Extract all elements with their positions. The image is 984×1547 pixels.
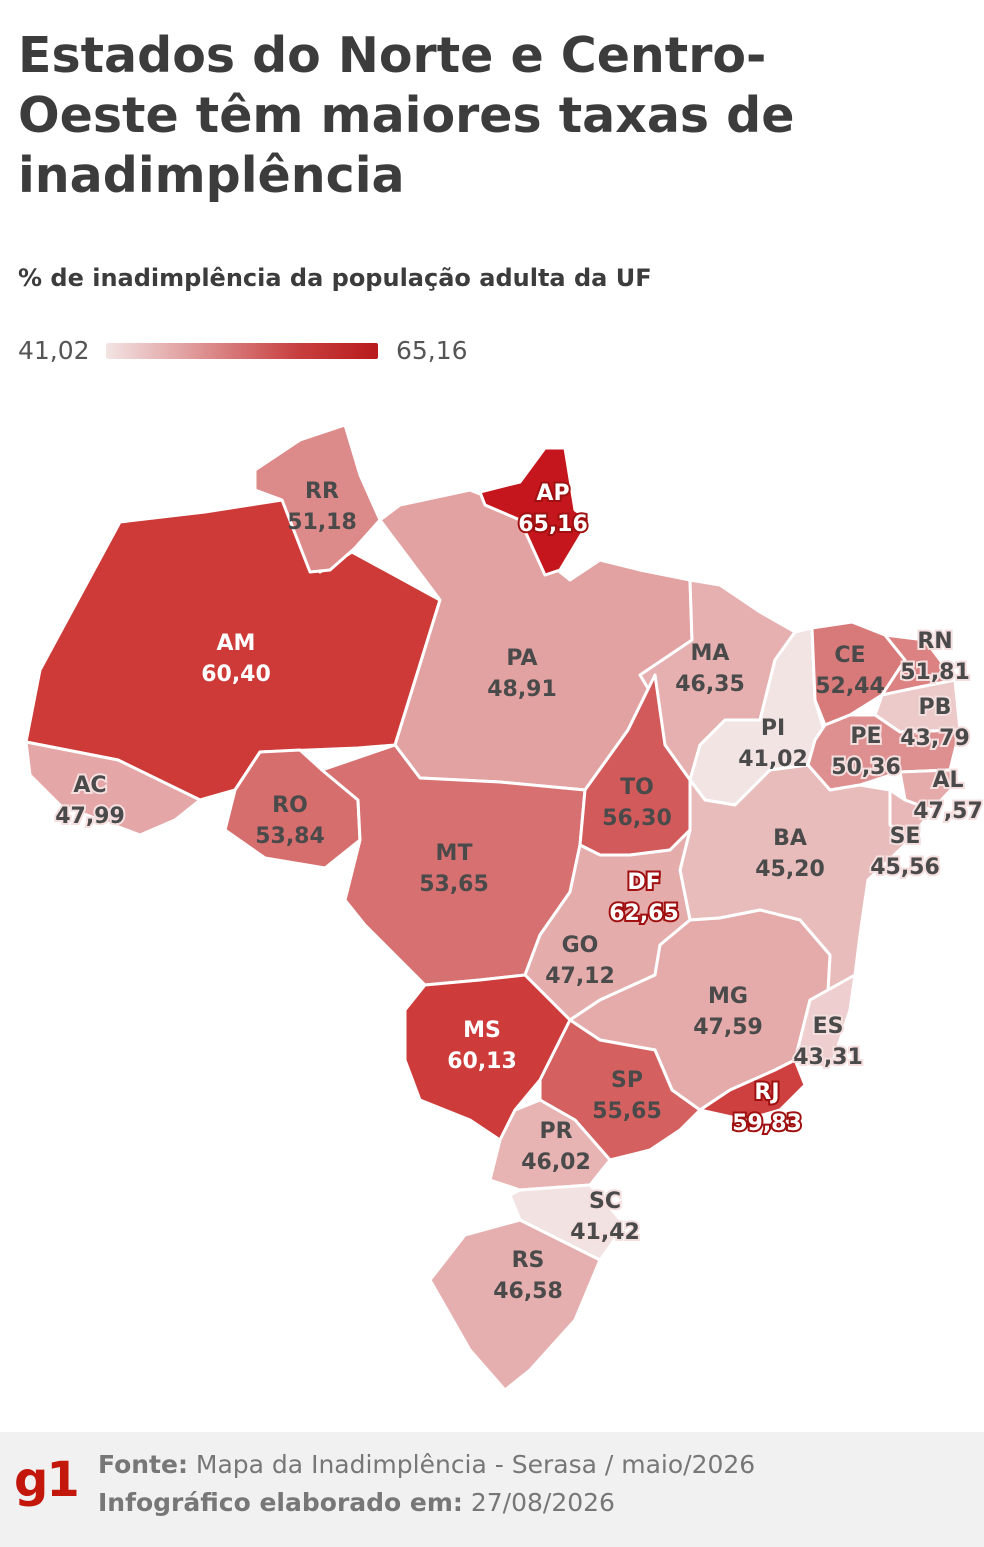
state-pb-value: 43,79 [900, 726, 970, 751]
date-text: 27/08/2026 [470, 1488, 615, 1517]
legend-max-label: 65,16 [396, 336, 468, 365]
state-ma-label: MA [691, 641, 730, 666]
state-al-label: AL [932, 768, 963, 793]
state-rn-value: 51,81 [900, 660, 970, 685]
state-sc-value: 41,42 [570, 1220, 640, 1245]
state-ms-label: MS [463, 1018, 501, 1043]
state-rs-value: 46,58 [493, 1279, 563, 1304]
source-line: Fonte: Mapa da Inadimplência - Serasa / … [98, 1450, 755, 1479]
state-rj[interactable] [698, 1058, 807, 1122]
state-ce-label: CE [834, 643, 865, 668]
state-ba-label: BA [773, 826, 807, 851]
g1-logo: g1 [14, 1452, 80, 1508]
state-pr-value: 46,02 [521, 1150, 591, 1175]
state-es-value: 43,31 [793, 1045, 863, 1070]
state-go-label: GO [562, 933, 599, 958]
state-mg-label: MG [708, 984, 748, 1009]
state-rr-value: 51,18 [287, 510, 357, 535]
state-ac-value: 47,99 [55, 804, 125, 829]
state-am-value: 60,40 [201, 662, 271, 687]
state-pr-label: PR [539, 1119, 572, 1144]
state-pi-value: 41,02 [738, 747, 808, 772]
state-es-label: ES [813, 1014, 844, 1039]
state-go-value: 47,12 [545, 964, 615, 989]
state-to-value: 56,30 [602, 806, 672, 831]
state-pe-label: PE [850, 724, 881, 749]
state-df-label: DF [627, 870, 660, 895]
legend-min-label: 41,02 [18, 336, 90, 365]
state-rj-value: 59,83 [732, 1111, 802, 1136]
state-mt-label: MT [436, 841, 473, 866]
state-ap[interactable] [478, 446, 592, 577]
state-ac[interactable] [24, 740, 202, 837]
state-pa-label: PA [506, 646, 537, 671]
state-labels: RR 51,18 AP 65,16 AM 60,40 PA 48,91 MA 46,35 CE 52,… [53, 479, 984, 1304]
state-rs-label: RS [512, 1248, 545, 1273]
state-rj-label: RJ [754, 1080, 779, 1105]
state-pa-value: 48,91 [487, 677, 557, 702]
state-rn-label: RN [917, 629, 952, 654]
state-pe-value: 50,36 [831, 755, 901, 780]
legend-gradient-bar [106, 343, 378, 359]
state-rr-label: RR [305, 479, 339, 504]
state-ro-value: 53,84 [255, 824, 325, 849]
state-al-value: 47,57 [913, 799, 983, 824]
state-mg-value: 47,59 [693, 1015, 763, 1040]
state-mt-value: 53,65 [419, 872, 489, 897]
state-pb-label: PB [919, 695, 952, 720]
date-line: Infográfico elaborado em: 27/08/2026 [98, 1488, 615, 1517]
state-pr[interactable] [488, 1098, 612, 1192]
date-label: Infográfico elaborado em: [98, 1488, 463, 1517]
chart-title: Estados do Norte e Centro-Oeste têm maio… [18, 27, 795, 204]
state-ba-value: 45,20 [755, 857, 825, 882]
state-to-label: TO [620, 775, 654, 800]
state-am-label: AM [217, 631, 256, 656]
state-ce-value: 52,44 [815, 674, 885, 699]
state-sc-label: SC [589, 1189, 621, 1214]
source-label: Fonte: [98, 1450, 188, 1479]
state-se-label: SE [890, 824, 921, 849]
state-sp-label: SP [611, 1068, 643, 1093]
state-ac-label: AC [73, 773, 106, 798]
state-se-value: 45,56 [870, 855, 940, 880]
state-ms-value: 60,13 [447, 1049, 517, 1074]
brazil-map: RR 51,18 AP 65,16 AM 60,40 PA 48,91 MA 46,35 CE 52,… [24, 423, 984, 1392]
state-sp-value: 55,65 [592, 1099, 662, 1124]
state-rr[interactable] [253, 423, 382, 574]
state-pi-label: PI [761, 716, 785, 741]
footer: g1 Fonte: Mapa da Inadimplência - Serasa… [0, 1432, 984, 1547]
chart-subtitle: % de inadimplência da população adulta d… [18, 264, 652, 292]
source-text: Mapa da Inadimplência - Serasa / maio/20… [195, 1450, 756, 1479]
state-df-value: 62,65 [609, 901, 679, 926]
state-ro-label: RO [272, 793, 308, 818]
state-rs[interactable] [428, 1218, 602, 1392]
state-ma-value: 46,35 [675, 672, 745, 697]
state-ap-value: 65,16 [518, 512, 588, 537]
state-ap-label: AP [536, 481, 569, 506]
state-al[interactable] [898, 768, 962, 812]
state-shapes [24, 423, 962, 1392]
